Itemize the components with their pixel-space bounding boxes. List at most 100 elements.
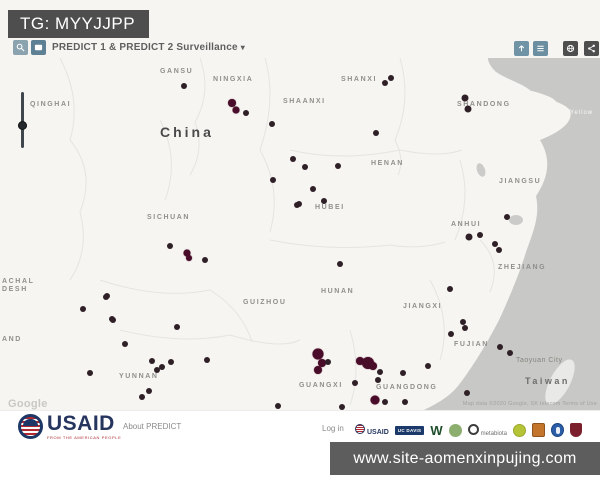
map-data-point[interactable] [356,357,364,365]
map-data-point[interactable] [181,83,187,89]
map-data-point[interactable] [462,325,468,331]
dataset-selector[interactable]: PREDICT 1 & PREDICT 2 Surveillance ▾ [52,42,245,53]
map-data-point[interactable] [174,324,180,330]
maroon-shield-icon [570,423,582,437]
map-data-point[interactable] [312,348,324,360]
map-data-point[interactable] [146,388,152,394]
map-data-point[interactable] [159,364,165,370]
map-data-point[interactable] [447,286,453,292]
map-data-point[interactable] [375,377,381,383]
map-data-point[interactable] [504,214,510,220]
map-data-point[interactable] [87,370,93,376]
map-data-point[interactable] [167,243,173,249]
map-data-point[interactable] [269,121,275,127]
map-data-point[interactable] [448,331,454,337]
site-watermark-bar: www.site-aomenxinpujing.com [330,442,600,475]
share-button[interactable] [584,41,599,56]
map-data-point[interactable] [400,370,406,376]
map-data-point[interactable] [103,294,109,300]
map-data-point[interactable] [507,350,513,356]
export-button[interactable] [514,41,529,56]
map-data-point[interactable] [373,130,379,136]
map-data-point[interactable] [464,105,472,113]
partner-logo-usaid-mini[interactable]: USAID [355,424,389,436]
partner-logo-orange-emblem[interactable] [532,423,545,437]
map-data-point[interactable] [388,75,394,81]
map-data-point[interactable] [270,177,276,183]
map-data-point[interactable] [110,317,116,323]
login-link[interactable]: Log in [322,424,344,433]
map-data-point[interactable] [337,261,343,267]
map-data-point[interactable] [402,399,408,405]
partner-logo-ecohealth-alliance[interactable] [448,423,462,437]
map-data-point[interactable] [339,404,345,410]
province-label: JIANGXI [403,303,443,310]
map-data-point[interactable] [477,232,483,238]
map-data-point[interactable] [464,390,470,396]
usaid-logo[interactable]: USAID FROM THE AMERICAN PEOPLE [18,413,121,440]
map-data-point[interactable] [318,359,326,367]
wcs-icon: W [430,422,443,438]
map-data-point[interactable] [302,164,308,170]
search-button[interactable] [13,40,28,55]
province-label: GUANGXI [299,382,343,389]
map-data-point[interactable] [310,186,316,192]
map-data-point[interactable] [352,380,358,386]
toolbar: PREDICT 1 & PREDICT 2 Surveillance ▾ [0,38,600,60]
map-data-point[interactable] [80,306,86,312]
shandong-peninsula [495,88,557,115]
partner-logo-gold-emblem[interactable] [513,423,526,437]
map-data-point[interactable] [460,319,466,325]
map-data-point[interactable] [425,363,431,369]
map-canvas[interactable]: China Yellow Taoyuan City Taiwan GANSU NI… [0,0,600,410]
zoom-slider-knob[interactable] [18,121,27,130]
map-data-point[interactable] [314,366,322,374]
map-zoom-slider[interactable] [17,92,29,150]
map-data-point[interactable] [228,99,236,107]
map-data-point[interactable] [492,241,498,247]
lake [509,215,523,225]
partner-logo-metabiota[interactable]: metabiota [468,424,507,437]
map-data-point[interactable] [325,359,331,365]
map-data-point[interactable] [321,198,327,204]
map-data-point[interactable] [382,399,388,405]
chevron-down-icon: ▾ [240,43,245,52]
map-data-point[interactable] [275,403,281,409]
map-data-point[interactable] [139,394,145,400]
layers-button[interactable] [31,40,46,55]
globe-button[interactable] [563,41,578,56]
map-data-point[interactable] [382,80,388,86]
map-attribution[interactable]: Map data ©2020 Google, SK telecom Terms … [462,401,597,407]
map-data-point[interactable] [370,395,380,405]
partner-logo-maroon-shield[interactable] [570,423,582,437]
map-data-point[interactable] [232,106,240,114]
map-data-point[interactable] [122,341,128,347]
map-data-point[interactable] [461,94,469,102]
map-data-point[interactable] [186,255,192,261]
partner-logo-uc-davis[interactable]: UC DAVIS [394,425,425,435]
map-data-point[interactable] [335,163,341,169]
map-data-point[interactable] [202,257,208,263]
upload-icon [517,44,526,53]
map-data-point[interactable] [243,110,249,116]
map-data-point[interactable] [377,369,383,375]
province-label: YUNNAN [119,373,159,380]
map-data-point[interactable] [296,201,302,207]
map-data-point[interactable] [204,357,210,363]
list-button[interactable] [533,41,548,56]
zoom-slider-track[interactable] [21,92,24,148]
map-data-point[interactable] [290,156,296,162]
map-data-point[interactable] [149,358,155,364]
about-predict-link[interactable]: About PREDICT [123,422,182,431]
map-data-point[interactable] [496,247,502,253]
partner-logo-blue-emblem[interactable] [551,423,564,437]
map-data-point[interactable] [497,344,503,350]
map-data-point[interactable] [183,249,191,257]
partner-logo-wcs[interactable]: W [430,424,442,437]
province-label: SICHUAN [147,214,191,221]
map-data-point[interactable] [168,359,174,365]
map-data-point[interactable] [465,233,473,241]
map-data-point[interactable] [154,367,160,373]
map-data-point[interactable] [369,362,377,370]
lake [476,163,486,177]
